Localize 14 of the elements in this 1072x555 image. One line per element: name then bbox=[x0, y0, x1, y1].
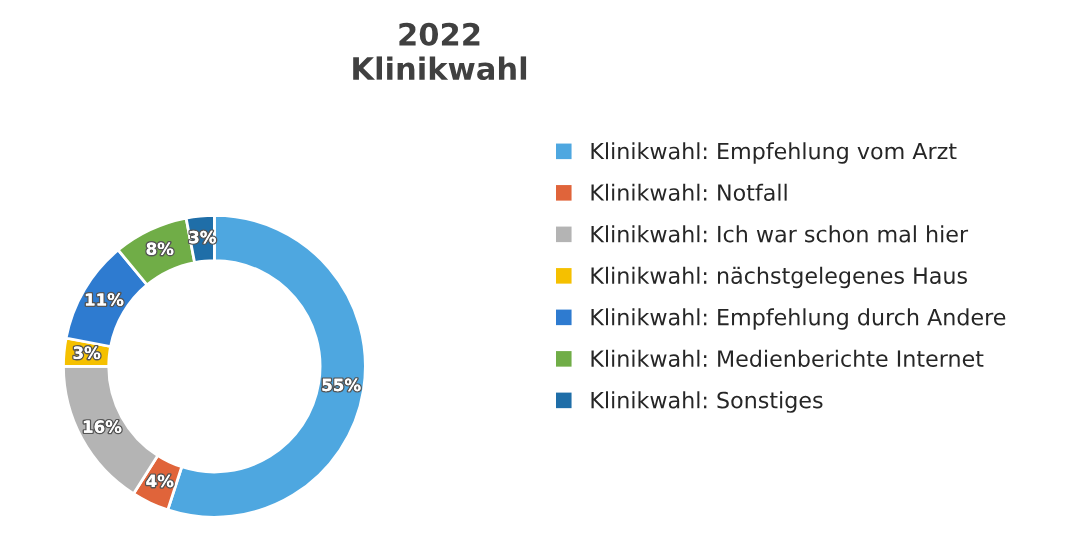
legend-label: Klinikwahl: Medienberichte Internet bbox=[591, 349, 984, 367]
data-label: 16% bbox=[83, 420, 122, 433]
chart-title: 2022 Klinikwahl bbox=[353, 22, 527, 81]
legend-label: Klinikwahl: Notfall bbox=[591, 183, 787, 201]
data-label: 11% bbox=[85, 293, 124, 306]
data-label: 4% bbox=[146, 474, 174, 488]
data-label: 8% bbox=[146, 242, 174, 256]
data-label: 55% bbox=[322, 378, 361, 392]
legend-label: Klinikwahl: Empfehlung durch Andere bbox=[591, 308, 1006, 330]
legend-label: Klinikwahl: Empfehlung vom Arzt bbox=[591, 142, 957, 164]
legend-label: Klinikwahl: Ich war schon mal hier bbox=[591, 225, 969, 243]
data-label: 3% bbox=[73, 346, 101, 360]
legend-label: Klinikwahl: nächstgelegenes Haus bbox=[591, 266, 967, 289]
legend-label: Klinikwahl: Sonstiges bbox=[591, 391, 823, 413]
